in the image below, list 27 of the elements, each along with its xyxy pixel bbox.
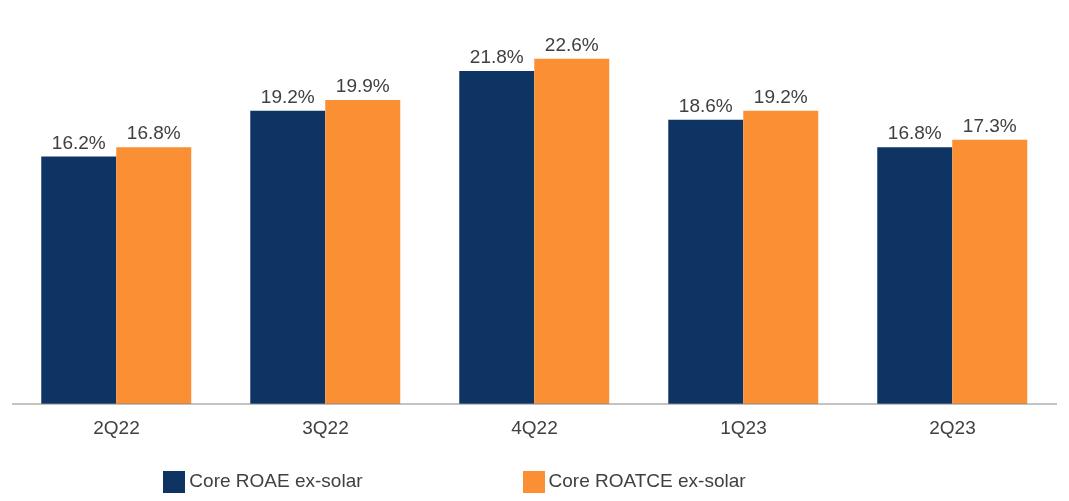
- bar: [534, 58, 610, 405]
- data-label: 16.2%: [51, 131, 106, 153]
- bar: [250, 110, 326, 405]
- legend-label: Core ROATCE ex-solar: [548, 470, 746, 492]
- bar: [668, 119, 744, 405]
- x-tick-label: 4Q22: [511, 416, 558, 438]
- data-label: 16.8%: [126, 122, 181, 144]
- bar: [325, 99, 401, 405]
- data-label: 22.6%: [544, 33, 599, 55]
- data-label: 19.9%: [335, 74, 390, 96]
- bar: [459, 70, 535, 405]
- bar: [116, 147, 192, 405]
- legend-label: Core ROAE ex-solar: [189, 470, 363, 492]
- x-tick-label: 1Q23: [720, 416, 767, 438]
- data-label: 18.6%: [678, 94, 733, 116]
- bar: [41, 156, 117, 405]
- x-tick-label: 3Q22: [302, 416, 349, 438]
- bar: [952, 139, 1028, 405]
- x-tick-label: 2Q23: [929, 416, 976, 438]
- x-tick-label: 2Q22: [93, 416, 140, 438]
- bar: [743, 110, 819, 405]
- data-label: 21.8%: [469, 45, 524, 67]
- data-label: 19.2%: [260, 85, 315, 107]
- data-label: 16.8%: [887, 122, 942, 144]
- bar: [877, 147, 953, 405]
- data-label: 17.3%: [962, 114, 1017, 136]
- data-label: 19.2%: [753, 85, 808, 107]
